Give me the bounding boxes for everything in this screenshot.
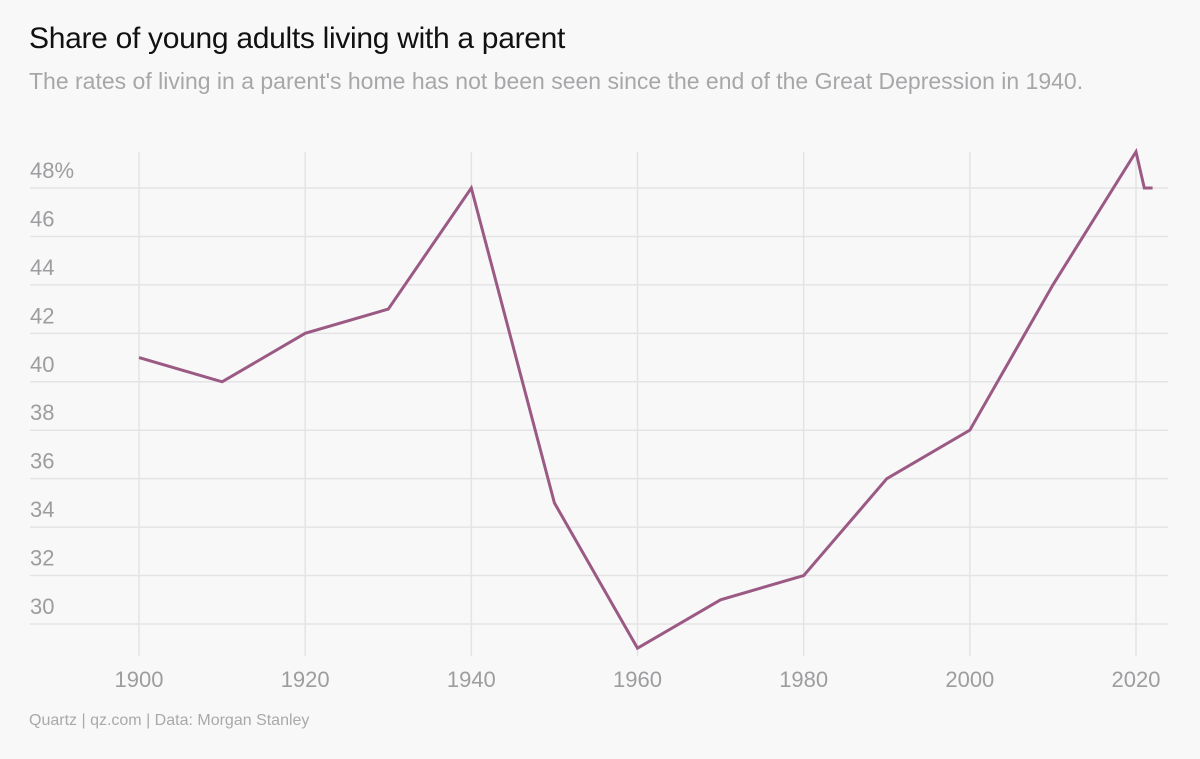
y-tick-label: 32 [30,546,54,571]
y-tick-label: 44 [30,255,54,280]
y-tick-label: 36 [30,449,54,474]
x-axis-ticks: 1900 1920 1940 1960 1980 2000 2020 [115,667,1161,692]
y-tick-label: 34 [30,497,54,522]
y-tick-label: 30 [30,594,54,619]
y-tick-label: 48% [30,158,74,183]
x-tick-label: 1960 [613,667,662,692]
source-footer: Quartz | qz.com | Data: Morgan Stanley [29,712,310,729]
y-tick-label: 40 [30,352,54,377]
y-gridlines [30,187,1168,625]
x-tick-label: 1900 [115,667,164,692]
x-gridlines [138,152,1137,656]
chart-subtitle: The rates of living in a parent's home h… [29,68,1084,94]
y-tick-label: 46 [30,206,54,231]
y-tick-label: 38 [30,400,54,425]
series-line [138,147,1153,651]
y-axis-ticks: 30 32 34 36 38 40 42 44 46 48% [30,158,74,619]
x-tick-label: 2020 [1112,667,1161,692]
x-tick-label: 1980 [779,667,828,692]
y-tick-label: 42 [30,303,54,328]
chart-title: Share of young adults living with a pare… [29,22,566,55]
x-tick-label: 2000 [945,667,994,692]
x-tick-label: 1940 [447,667,496,692]
series-layer [138,147,1153,651]
x-tick-label: 1920 [281,667,330,692]
